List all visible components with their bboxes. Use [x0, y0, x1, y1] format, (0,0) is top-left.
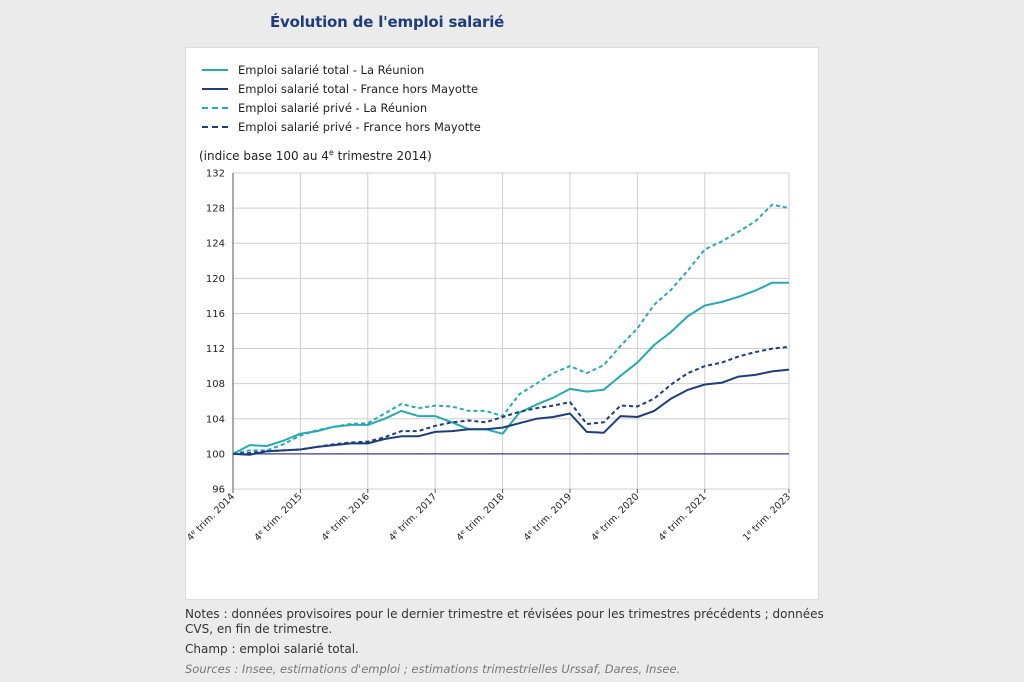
x-tick-label-sup: e	[660, 528, 668, 536]
x-tick-label-sup: e	[323, 528, 331, 536]
chart-card: Emploi salarié total - La Réunion Emploi…	[185, 47, 819, 600]
notes-block: Notes : données provisoires pour le dern…	[185, 607, 825, 682]
x-tick-label-rest: trim. 2017	[394, 491, 439, 536]
legend-swatch-prive-reunion	[202, 106, 228, 109]
x-tick-label-rest: trim. 2018	[462, 491, 507, 536]
notes-text: Notes : données provisoires pour le dern…	[185, 607, 824, 636]
x-tick-label-sup: e	[593, 528, 601, 536]
legend-swatch-total-reunion	[202, 68, 228, 71]
chart-title: Évolution de l'emploi salarié	[270, 13, 505, 31]
series-line-3	[232, 345, 790, 455]
series-line-2	[232, 203, 790, 455]
line-chart: 96 100 104 108 112 116 120 124 128 132 4e trim. 20…	[186, 169, 793, 544]
x-tick-label-sup: e	[256, 528, 264, 536]
x-tick-label-rest: trim. 2021	[664, 491, 709, 536]
x-tick-label: 4e trim. 2015	[252, 491, 305, 544]
x-tick-label: 4e trim. 2018	[454, 491, 507, 544]
x-tick-label: 1e trim. 2023	[740, 491, 793, 544]
x-tick-label-rest: trim. 2014	[192, 491, 237, 536]
sources-text: Sources : Insee, estimations d'emploi ; …	[185, 662, 681, 676]
legend-item-total-reunion: Emploi salarié total - La Réunion	[202, 60, 481, 79]
y-tick-label: 108	[206, 379, 225, 390]
x-tick-label-rest: trim. 2023	[748, 491, 793, 536]
y-tick-label: 132	[206, 169, 225, 180]
legend-label: Emploi salarié total - La Réunion	[238, 62, 425, 77]
series-line-0	[232, 281, 789, 455]
legend-swatch-prive-france	[202, 125, 228, 128]
legend-label: Emploi salarié total - France hors Mayot…	[238, 81, 479, 96]
x-tick-label-sup: e	[391, 528, 399, 536]
y-tick-label: 104	[206, 414, 225, 425]
x-tick-label-sup: e	[458, 528, 466, 536]
legend-item-prive-reunion: Emploi salarié privé - La Réunion	[202, 98, 481, 117]
x-tick-label-sup: e	[188, 528, 196, 536]
x-tick-label-sup: e	[744, 528, 752, 536]
legend: Emploi salarié total - La Réunion Emploi…	[202, 60, 481, 136]
x-tick-label: 4e trim. 2019	[521, 491, 574, 544]
x-tick-label-rest: trim. 2015	[259, 491, 304, 536]
legend-label: Emploi salarié privé - France hors Mayot…	[238, 119, 481, 134]
y-tick-label: 116	[206, 309, 225, 320]
legend-label: Emploi salarié privé - La Réunion	[238, 100, 428, 115]
x-tick-label: 4e trim. 2020	[589, 491, 642, 544]
x-tick-label: 4e trim. 2016	[319, 491, 372, 544]
y-tick-label: 128	[206, 204, 225, 215]
unit-label: (indice base 100 au 4e trimestre 2014)	[199, 148, 432, 163]
x-tick-label: 4e trim. 2014	[186, 491, 237, 544]
series-line-1	[232, 368, 790, 456]
champ-text: Champ : emploi salarié total.	[185, 642, 359, 656]
unit-label-text: (indice base 100 au 4e trimestre 2014)	[199, 148, 432, 163]
y-tick-label: 120	[206, 274, 225, 285]
x-tick-label: 4e trim. 2017	[386, 491, 439, 544]
legend-swatch-total-france	[202, 87, 228, 90]
y-tick-label: 100	[206, 449, 225, 460]
x-tick-label-rest: trim. 2016	[327, 491, 372, 536]
x-tick-label-rest: trim. 2019	[529, 491, 574, 536]
legend-item-prive-france: Emploi salarié privé - France hors Mayot…	[202, 117, 481, 136]
x-tick-label-sup: e	[525, 528, 533, 536]
y-tick-label: 112	[206, 344, 225, 355]
x-tick-label: 4e trim. 2021	[656, 491, 709, 544]
y-tick-label: 96	[212, 485, 225, 496]
x-tick-label-rest: trim. 2020	[596, 491, 641, 536]
legend-item-total-france: Emploi salarié total - France hors Mayot…	[202, 79, 481, 98]
y-tick-label: 124	[206, 239, 225, 250]
